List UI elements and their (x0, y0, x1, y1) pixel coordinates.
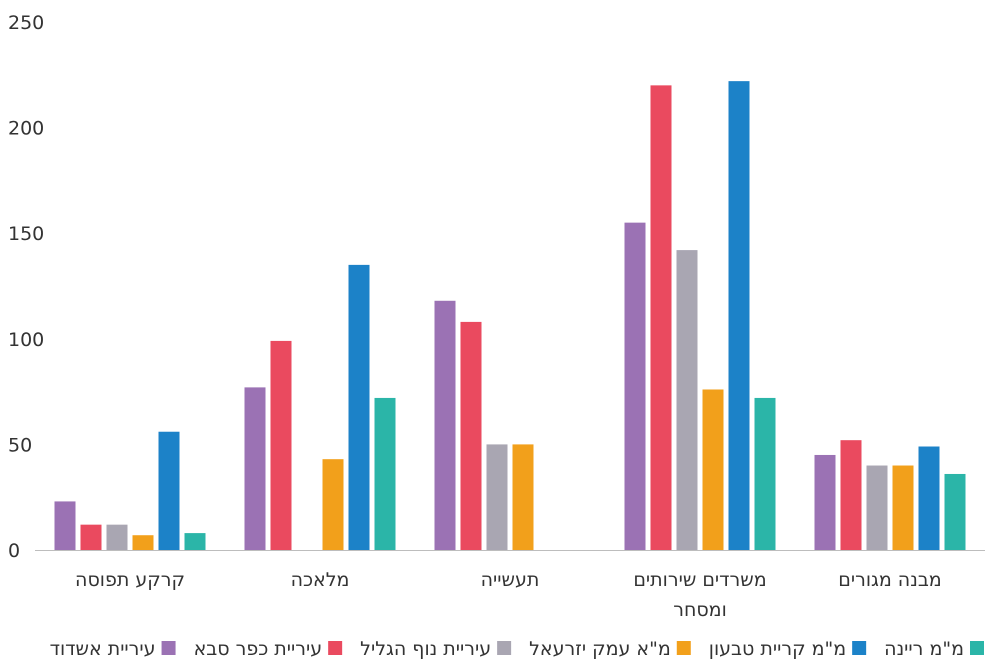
legend-swatch (676, 641, 691, 655)
legend-item: מ"א עמק יזרעאל (529, 638, 691, 660)
legend-swatch (497, 641, 512, 655)
bar (348, 264, 370, 550)
bar (54, 501, 76, 550)
x-axis: מבנה מגורים משרדים שירותים ומסחר תעשייה מלאכ… (75, 569, 942, 621)
legend-label: מ"מ ריינה (884, 638, 964, 660)
y-tick-label: 150 (8, 223, 44, 245)
bar (702, 389, 724, 550)
x-tick-label: מבנה מגורים (838, 569, 941, 591)
bar (892, 465, 914, 550)
bar (676, 250, 698, 550)
bar (374, 397, 396, 550)
bar (460, 321, 482, 550)
legend-label: עיריית נוף הגליל (360, 638, 491, 660)
bar (728, 81, 750, 550)
legend: מ"מ ריינה מ"מ קריית טבעון מ"א עמק יזרעאל עי… (50, 638, 984, 660)
y-tick-label: 100 (8, 329, 44, 351)
y-tick-label: 250 (8, 12, 44, 34)
bar (106, 524, 128, 550)
bar (184, 533, 206, 550)
x-tick-label: משרדים שירותים ומסחר (633, 569, 766, 621)
bar (814, 454, 836, 550)
bar (244, 387, 266, 550)
bar (918, 446, 940, 550)
legend-label: עיריית כפר סבא (194, 638, 323, 660)
legend-item: עיריית כפר סבא (194, 638, 343, 660)
legend-swatch (161, 641, 176, 655)
y-tick-label: 200 (8, 118, 44, 140)
legend-label: מ"א עמק יזרעאל (529, 638, 671, 660)
bar (512, 444, 534, 550)
bar (840, 440, 862, 550)
legend-item: עיריית אשדוד (50, 638, 176, 660)
bar (650, 85, 672, 551)
bar (132, 535, 154, 550)
x-tick-label: מלאכה (291, 569, 350, 591)
bar (434, 300, 456, 550)
legend-item: מ"מ קריית טבעון (709, 638, 867, 660)
bar (624, 222, 646, 550)
bar (80, 524, 102, 550)
bar (270, 340, 292, 550)
legend-swatch (852, 641, 867, 655)
x-tick-label: תעשייה (481, 569, 540, 591)
x-tick-label: קרקע תפוסה (75, 569, 185, 591)
bars (54, 81, 966, 551)
bar (754, 397, 776, 550)
bar (866, 465, 888, 550)
legend-label: עיריית אשדוד (50, 638, 156, 660)
bar (158, 431, 180, 550)
legend-swatch (970, 641, 984, 655)
y-axis: 0 50 100 150 200 250 (8, 12, 44, 562)
legend-swatch (328, 641, 343, 655)
bar (486, 444, 508, 550)
y-tick-label: 0 (8, 540, 20, 562)
y-tick-label: 50 (8, 434, 32, 456)
legend-label: מ"מ קריית טבעון (709, 638, 846, 660)
bar (322, 459, 344, 550)
legend-item: עיריית נוף הגליל (360, 638, 512, 660)
legend-item: מ"מ ריינה (884, 638, 984, 660)
bar (944, 473, 966, 550)
